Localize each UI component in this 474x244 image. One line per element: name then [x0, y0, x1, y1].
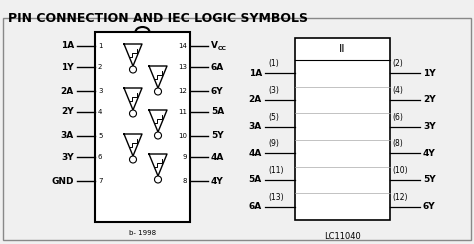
Text: V: V [211, 41, 218, 51]
Text: 1A: 1A [249, 69, 262, 78]
Text: 4Y: 4Y [423, 149, 436, 158]
Text: 5: 5 [98, 133, 102, 139]
Circle shape [129, 66, 137, 73]
Text: (3): (3) [268, 86, 279, 95]
Text: (4): (4) [392, 86, 403, 95]
Text: 5A: 5A [211, 108, 224, 116]
Text: b- 1998: b- 1998 [129, 230, 156, 236]
Text: 8: 8 [182, 178, 187, 184]
Text: 5Y: 5Y [423, 175, 436, 184]
Text: (12): (12) [392, 193, 408, 202]
Text: (11): (11) [268, 166, 283, 175]
Text: 1Y: 1Y [61, 62, 74, 71]
Text: CC: CC [218, 45, 227, 51]
Text: 1: 1 [98, 43, 102, 49]
Text: (1): (1) [268, 59, 279, 68]
Text: LC11040: LC11040 [324, 232, 361, 241]
Text: 2A: 2A [61, 87, 74, 95]
Bar [295, 38, 390, 220]
Circle shape [155, 132, 162, 139]
Text: 4Y: 4Y [211, 176, 224, 185]
Text: 11: 11 [178, 109, 187, 115]
Circle shape [155, 176, 162, 183]
Text: ΙΙ: ΙΙ [339, 44, 346, 54]
Text: 6Y: 6Y [211, 87, 224, 95]
Text: 1A: 1A [61, 41, 74, 51]
Text: 6Y: 6Y [423, 202, 436, 211]
Text: (9): (9) [268, 139, 279, 148]
Text: 6A: 6A [211, 62, 224, 71]
Text: 4A: 4A [249, 149, 262, 158]
Text: 12: 12 [178, 88, 187, 94]
Text: 10: 10 [178, 133, 187, 139]
Text: (10): (10) [392, 166, 408, 175]
Text: 3: 3 [98, 88, 102, 94]
Text: 4: 4 [98, 109, 102, 115]
Text: PIN CONNECTION AND IEC LOGIC SYMBOLS: PIN CONNECTION AND IEC LOGIC SYMBOLS [8, 12, 308, 25]
Text: (6): (6) [392, 113, 403, 122]
Text: 5A: 5A [249, 175, 262, 184]
Bar [95, 32, 190, 222]
Text: 9: 9 [182, 154, 187, 160]
Text: 6: 6 [98, 154, 102, 160]
Text: 7: 7 [98, 178, 102, 184]
Text: 2: 2 [98, 64, 102, 70]
Text: (2): (2) [392, 59, 403, 68]
Text: 4A: 4A [211, 152, 224, 162]
Text: 3A: 3A [249, 122, 262, 131]
Text: 2A: 2A [249, 95, 262, 104]
Text: 2Y: 2Y [61, 108, 74, 116]
Circle shape [155, 88, 162, 95]
Text: 1Y: 1Y [423, 69, 436, 78]
Text: 6A: 6A [249, 202, 262, 211]
Text: GND: GND [52, 176, 74, 185]
Text: 3Y: 3Y [61, 152, 74, 162]
Text: 14: 14 [178, 43, 187, 49]
Text: 2Y: 2Y [423, 95, 436, 104]
Text: 3Y: 3Y [423, 122, 436, 131]
Circle shape [129, 110, 137, 117]
Text: (13): (13) [268, 193, 283, 202]
Circle shape [129, 156, 137, 163]
Text: 5Y: 5Y [211, 132, 224, 141]
Text: (5): (5) [268, 113, 279, 122]
Text: (8): (8) [392, 139, 403, 148]
Text: 13: 13 [178, 64, 187, 70]
Text: 3A: 3A [61, 132, 74, 141]
